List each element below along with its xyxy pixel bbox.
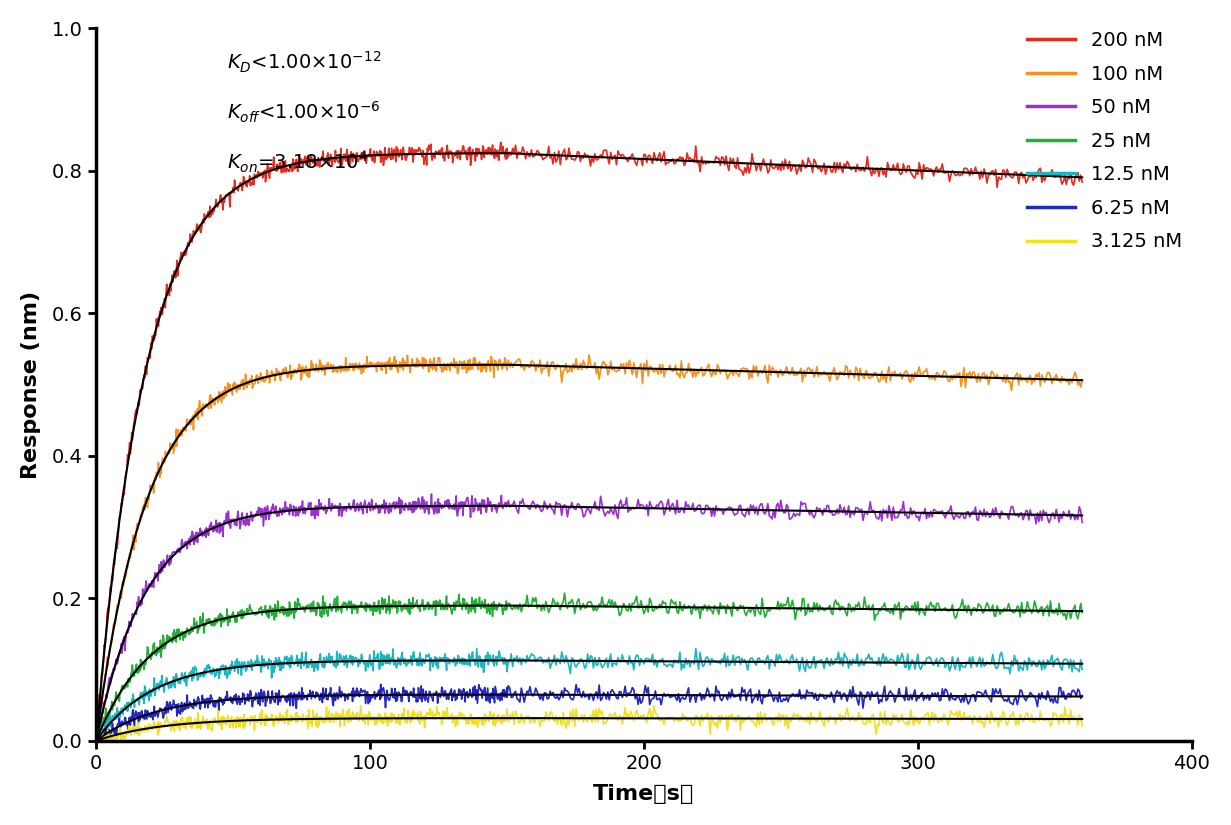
Y-axis label: Response (nm): Response (nm) xyxy=(21,290,41,478)
Text: $K_D$<1.00×10$^{-12}$: $K_D$<1.00×10$^{-12}$ xyxy=(228,50,382,75)
Legend: 200 nM, 100 nM, 50 nM, 25 nM, 12.5 nM, 6.25 nM, 3.125 nM: 200 nM, 100 nM, 50 nM, 25 nM, 12.5 nM, 6… xyxy=(1027,31,1182,252)
Text: $K_{off}$<1.00×10$^{-6}$: $K_{off}$<1.00×10$^{-6}$ xyxy=(228,100,382,125)
Text: $K_{on}$=3.18×10$^4$: $K_{on}$=3.18×10$^4$ xyxy=(228,149,369,175)
X-axis label: Time（s）: Time（s） xyxy=(593,785,694,804)
